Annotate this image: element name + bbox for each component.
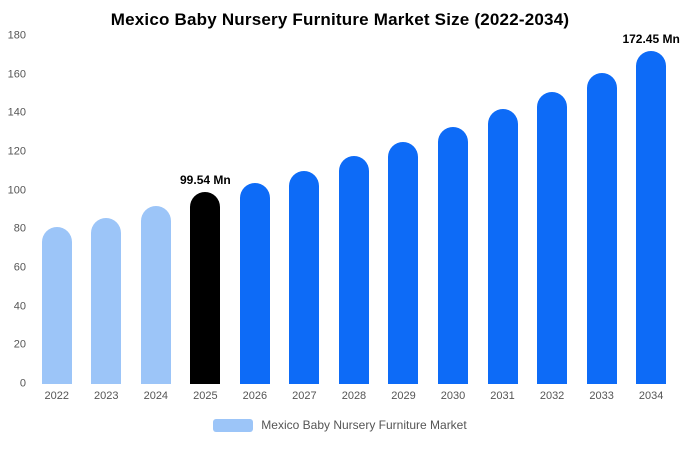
y-tick-20: 20 (13, 338, 26, 351)
y-tick-80: 80 (13, 222, 26, 235)
bar-value-label-2034: 172.45 Mn (622, 31, 680, 46)
y-tick-120: 120 (7, 145, 26, 158)
bar-group-2029 (379, 36, 429, 384)
bar-2024 (140, 206, 171, 384)
x-label-2028: 2028 (341, 390, 367, 402)
bar-2022 (41, 227, 72, 384)
y-tick-0: 0 (19, 377, 26, 390)
bar-2029 (388, 142, 419, 384)
y-tick-60: 60 (13, 261, 26, 274)
x-label-2032: 2032 (539, 390, 565, 402)
bar-group-2034: 172.45 Mn (622, 32, 680, 384)
plot-area: 99.54 Mn 172.45 Mn (32, 32, 680, 384)
bar-group-2032 (527, 36, 577, 384)
bar-2034: 172.45 Mn (622, 32, 680, 384)
x-label-2034: 2034 (638, 390, 664, 402)
y-axis: 0 20 40 60 80 100 120 140 160 180 (0, 30, 32, 389)
bar-2028 (338, 155, 369, 384)
x-label-2022: 2022 (44, 390, 69, 402)
legend-swatch (213, 418, 254, 432)
x-label-2030: 2030 (440, 390, 466, 402)
y-tick-160: 160 (7, 68, 26, 81)
bar-2032 (537, 92, 568, 384)
chart-title: Mexico Baby Nursery Furniture Market Siz… (110, 10, 570, 29)
y-tick-40: 40 (13, 300, 26, 313)
bar-group-2026 (230, 36, 280, 384)
legend-label: Mexico Baby Nursery Furniture Market (261, 418, 467, 432)
x-label-2024: 2024 (143, 390, 169, 402)
chart-body: 0 20 40 60 80 100 120 140 160 180 99.54 Mn 172.45 … (0, 30, 680, 389)
bar-group-2024 (131, 36, 181, 384)
bar-group-2023 (82, 36, 132, 384)
x-label-2023: 2023 (94, 390, 119, 402)
bar-2026 (239, 182, 270, 384)
bar-group-2031 (478, 36, 528, 384)
bar-group-2030 (428, 36, 478, 384)
x-label-2025: 2025 (193, 390, 218, 402)
bar-2031 (487, 109, 518, 384)
bar-2027 (289, 171, 320, 384)
bar-group-2022 (32, 36, 82, 384)
y-tick-100: 100 (7, 184, 26, 197)
x-label-2029: 2029 (391, 390, 416, 402)
bar-group-2027 (280, 36, 330, 384)
y-tick-180: 180 (7, 29, 26, 42)
bar-2023 (91, 217, 122, 384)
x-label-2027: 2027 (292, 390, 317, 402)
x-label-2031: 2031 (490, 390, 515, 402)
y-tick-140: 140 (7, 106, 26, 119)
x-axis: 2022 2023 2024 2025 2026 2027 2028 2029 2030 2031… (32, 390, 680, 402)
bar-group-2025: 99.54 Mn (180, 36, 231, 384)
x-label-2026: 2026 (242, 390, 268, 402)
legend: Mexico Baby Nursery Furniture Market (0, 418, 680, 432)
bar-2030 (438, 126, 469, 384)
x-label-2033: 2033 (589, 390, 614, 402)
bar-group-2033 (577, 36, 627, 384)
bar-2025: 99.54 Mn (180, 173, 231, 384)
bar-2033 (586, 72, 617, 384)
bar-group-2028 (329, 36, 379, 384)
bar-value-label-2025: 99.54 Mn (180, 172, 231, 187)
